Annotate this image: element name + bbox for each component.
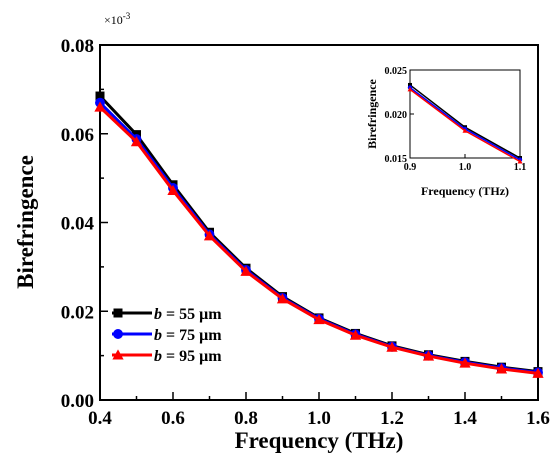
data-point <box>495 363 508 374</box>
y-tick-label: 0.04 <box>61 214 95 235</box>
legend-item: b = 75 μm <box>112 327 222 344</box>
inset-y-axis-title: Birefringence <box>365 78 379 148</box>
data-point <box>203 230 216 241</box>
legend-item: b = 95 μm <box>112 348 222 365</box>
y-tick-label: 0.08 <box>61 36 94 57</box>
x-tick-label: 0.6 <box>161 408 185 429</box>
legend-marker <box>112 349 124 360</box>
legend: b = 55 μm b = 75 μm b = 95 μm <box>112 306 222 365</box>
data-point <box>95 91 105 101</box>
x-tick-label: 0.9 <box>404 162 417 173</box>
legend-marker <box>113 329 123 339</box>
main-ticks: 0.4 0.6 0.8 1.0 1.2 1.4 1.6 0.00 0.02 0.04 0.06 0.0… <box>61 36 550 429</box>
data-point <box>517 159 523 164</box>
data-point <box>462 128 468 133</box>
data-point <box>532 367 544 378</box>
data-point <box>386 341 398 352</box>
inset-series <box>407 82 523 164</box>
legend-item: b = 55 μm <box>112 306 222 323</box>
multiplier-label: ×10-3 <box>104 11 131 27</box>
main-x-axis-title: Frequency (THz) <box>235 428 404 453</box>
data-point <box>94 101 106 112</box>
x-tick-label: 0.4 <box>88 408 112 429</box>
y-tick-label: 0.015 <box>385 154 408 165</box>
inset-ticks: 0.9 1.0 1.1 0.015 0.020 0.025 <box>385 66 527 173</box>
data-point <box>167 184 179 196</box>
y-tick-label: 0.06 <box>61 125 94 146</box>
y-tick-label: 0.02 <box>61 302 94 323</box>
main-series <box>94 91 544 378</box>
main-plot: 0.4 0.6 0.8 1.0 1.2 1.4 1.6 0.00 0.02 0.04 0.06 0.0… <box>13 11 550 453</box>
data-point <box>422 350 435 361</box>
legend-label: b = 95 μm <box>154 348 222 365</box>
x-tick-label: 1.6 <box>526 408 550 429</box>
series-3 <box>94 101 544 378</box>
main-y-axis-title: Birefringence <box>13 155 38 289</box>
y-tick-label: 0.00 <box>61 391 94 412</box>
legend-label: b = 75 μm <box>154 327 222 344</box>
data-point <box>313 314 325 325</box>
series-3 <box>407 86 523 164</box>
data-point <box>276 293 289 304</box>
x-tick-label: 1.4 <box>453 408 477 429</box>
x-tick-label: 0.8 <box>234 408 258 429</box>
data-point <box>407 86 413 92</box>
x-tick-label: 1.2 <box>380 408 404 429</box>
data-point <box>130 136 143 147</box>
inset-plot: 0.9 1.0 1.1 0.015 0.020 0.025 Frequency (THz)… <box>365 66 526 198</box>
inset-plot-frame <box>409 69 521 159</box>
inset-x-axis-title: Frequency (THz) <box>421 184 509 198</box>
legend-marker <box>113 308 123 318</box>
data-point <box>408 82 412 87</box>
data-point <box>240 265 252 276</box>
y-tick-label: 0.020 <box>385 110 408 121</box>
data-point <box>349 329 362 340</box>
x-tick-label: 1.1 <box>514 162 527 173</box>
legend-label: b = 55 μm <box>154 306 222 323</box>
x-tick-label: 1.0 <box>459 162 472 173</box>
x-tick-label: 1.0 <box>307 408 331 429</box>
data-point <box>459 357 471 368</box>
y-tick-label: 0.025 <box>385 66 408 77</box>
